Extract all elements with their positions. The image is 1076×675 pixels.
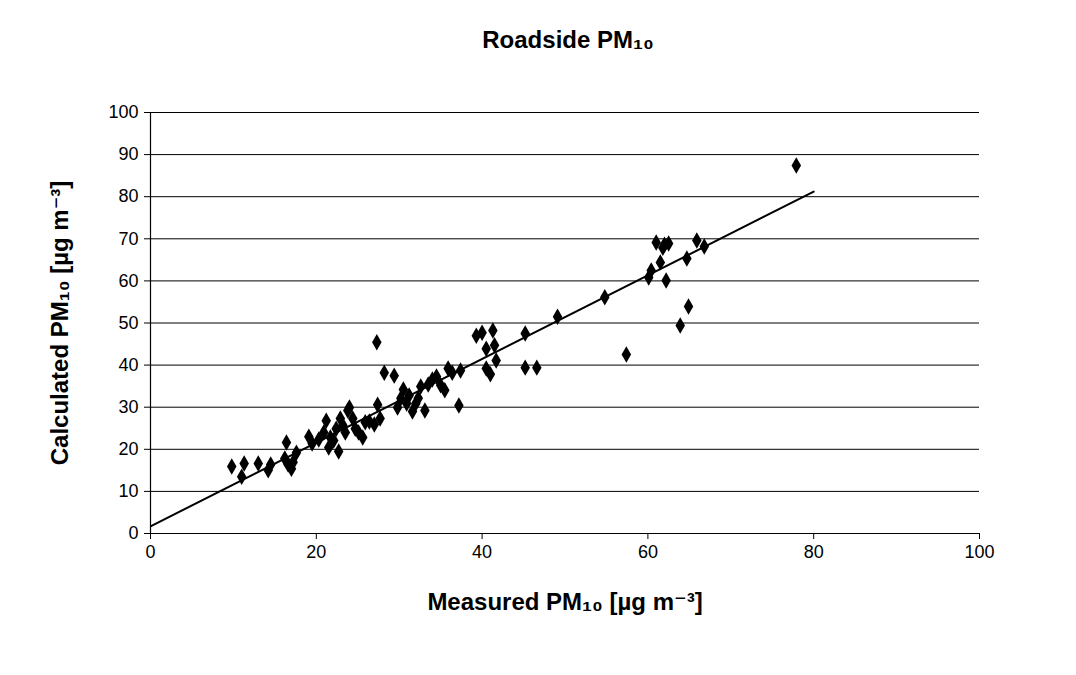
svg-text:30: 30 <box>118 397 138 417</box>
svg-text:70: 70 <box>118 229 138 249</box>
svg-text:20: 20 <box>118 439 138 459</box>
svg-text:Measured PM₁₀ [µg m⁻³]: Measured PM₁₀ [µg m⁻³] <box>427 588 702 615</box>
svg-text:Calculated PM₁₀ [µg m⁻³]: Calculated PM₁₀ [µg m⁻³] <box>46 181 73 466</box>
svg-text:80: 80 <box>118 186 138 206</box>
html-text:Roadside PM₁₀: Roadside PM₁₀ <box>482 26 654 53</box>
svg-text:60: 60 <box>118 271 138 291</box>
svg-text:40: 40 <box>118 355 138 375</box>
svg-text:80: 80 <box>804 542 824 562</box>
svg-text:100: 100 <box>108 102 138 122</box>
svg-text:100: 100 <box>964 542 994 562</box>
svg-text:10: 10 <box>118 481 138 501</box>
svg-text:0: 0 <box>128 523 138 543</box>
svg-text:90: 90 <box>118 144 138 164</box>
svg-text:20: 20 <box>306 542 326 562</box>
svg-text:60: 60 <box>638 542 658 562</box>
svg-text:40: 40 <box>472 542 492 562</box>
svg-text:0: 0 <box>145 542 155 562</box>
svg-text:50: 50 <box>118 313 138 333</box>
